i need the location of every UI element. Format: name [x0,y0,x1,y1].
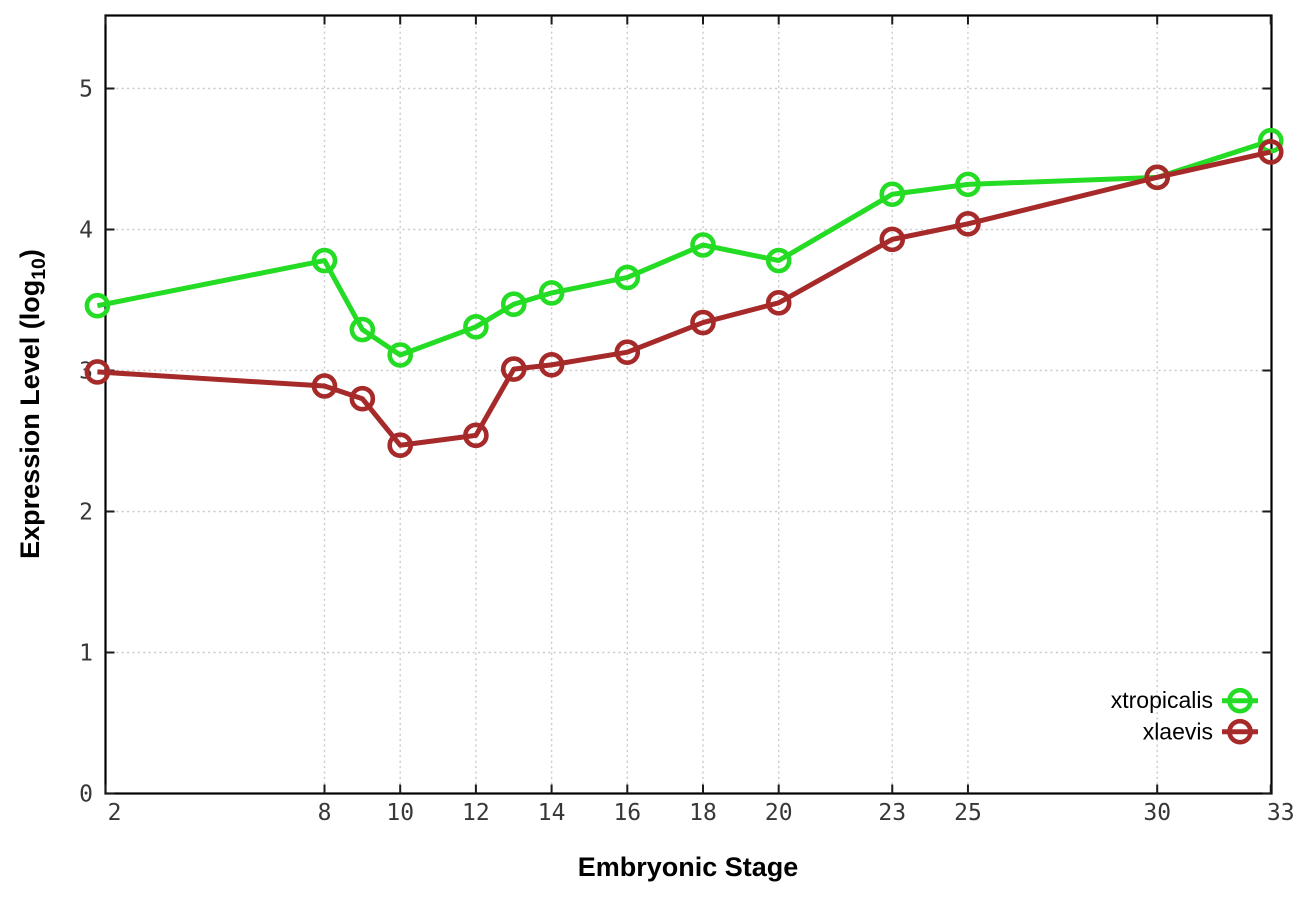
legend: xtropicalis xlaevis [1111,687,1258,745]
data-point-xtropicalis-13 [500,291,527,318]
data-point-xlaevis-12 [463,422,489,449]
data-point-xtropicalis-25 [955,171,981,198]
y-tick-label-0: 0 [79,782,93,808]
x-tick-label-23: 23 [878,800,906,826]
y-tick-label-4: 4 [79,218,93,244]
data-point-xlaevis-14 [538,352,565,378]
x-tick-label-30: 30 [1143,800,1171,826]
y-tick-label-2: 2 [79,500,93,526]
data-point-xlaevis-2 [84,359,111,385]
data-point-xtropicalis-18 [690,232,716,258]
data-point-xlaevis-13 [500,356,527,382]
x-axis-label: Embryonic Stage [577,852,799,882]
data-point-xtropicalis-16 [614,264,641,291]
x-tick-label-2: 2 [108,800,122,826]
grid-layer [105,15,1272,794]
series-line-xtropicalis [96,138,1272,358]
y-tick-label-1: 1 [79,641,93,667]
y-axis-label-text: Expression Level (log [14,279,45,559]
data-point-xlaevis-18 [690,309,716,336]
data-point-xlaevis-25 [955,211,981,237]
y-axis-label-subscript: 10 [28,258,51,280]
data-point-xtropicalis-14 [538,280,565,306]
data-point-xtropicalis-23 [879,181,906,208]
series-line-xlaevis [97,149,1272,448]
x-tick-label-25: 25 [954,800,982,826]
data-point-xtropicalis-10 [387,342,414,368]
series-layer [84,127,1284,459]
legend-sample-marker-xlaevis [1227,718,1253,745]
data-point-xlaevis-8 [311,373,338,399]
data-point-xlaevis-16 [614,339,641,365]
legend-label-xtropicalis: xtropicalis [1111,687,1213,713]
data-point-xlaevis-23 [879,226,906,253]
data-point-xtropicalis-2 [84,292,111,319]
x-tick-label-18: 18 [689,800,717,826]
legend-label-xlaevis: xlaevis [1143,719,1213,745]
x-tick-label-14: 14 [538,800,566,826]
y-axis-label-suffix: ) [14,249,45,259]
legend-sample-marker-xtropicalis [1227,687,1253,714]
x-tick-label-10: 10 [386,800,414,826]
data-point-xtropicalis-20 [765,247,792,274]
x-tick-label-16: 16 [613,800,641,826]
plot-border [104,14,1273,795]
x-tick-label-12: 12 [462,800,490,826]
data-point-xtropicalis-9 [349,316,376,343]
data-point-xlaevis-33 [1257,139,1284,165]
x-tick-label-20: 20 [765,800,793,826]
data-point-xtropicalis-33 [1257,127,1284,154]
x-tick-label-33: 33 [1267,800,1295,826]
y-tick-label-5: 5 [79,77,93,103]
data-point-xlaevis-30 [1144,164,1170,191]
data-point-xlaevis-20 [765,290,792,316]
x-tick-label-8: 8 [318,800,332,826]
data-point-xtropicalis-8 [311,247,338,274]
data-point-xtropicalis-12 [463,313,489,340]
data-point-xlaevis-10 [387,432,414,459]
data-point-xlaevis-9 [349,385,376,412]
y-axis-label: Expression Level (log10) [15,249,51,559]
